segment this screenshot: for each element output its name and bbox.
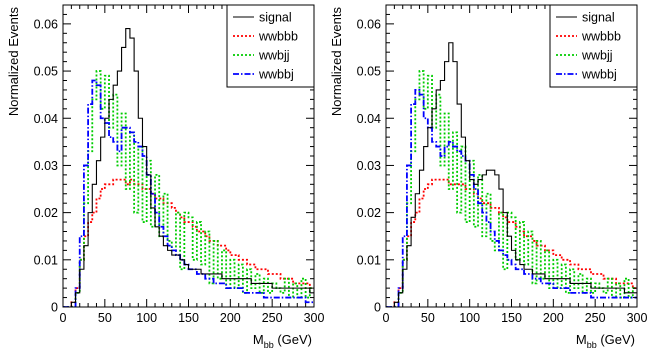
series-line-signal bbox=[386, 42, 637, 307]
legend-label-signal: signal bbox=[582, 11, 615, 25]
x-tick-label: 50 bbox=[421, 311, 435, 325]
chart-panel-1: 0 50 100 150 200 250 300 0 0.01 0.02 0.03 0.04 0.05 0… bbox=[6, 4, 325, 350]
y-tick-label: 0.03 bbox=[34, 159, 58, 173]
series-line-wwbbj bbox=[386, 89, 637, 307]
x-tick-label: 200 bbox=[220, 311, 241, 325]
x-tick-label: 0 bbox=[60, 311, 67, 325]
legend-label-wwbbb: wwbbb bbox=[258, 30, 298, 44]
y-tick-label: 0.02 bbox=[34, 206, 58, 220]
y-tick-label: 0.03 bbox=[357, 159, 381, 173]
series-line-wwbbb bbox=[386, 178, 637, 307]
x-tick-label: 150 bbox=[178, 311, 199, 325]
series-group bbox=[63, 28, 314, 307]
y-tick-label: 0.04 bbox=[357, 112, 381, 126]
y-tick-label: 0.06 bbox=[34, 17, 58, 31]
legend: signal wwbbb wwbjj wwbbj bbox=[549, 4, 638, 88]
series-line-signal bbox=[63, 28, 314, 307]
series-group bbox=[386, 42, 637, 307]
x-tick-label: 50 bbox=[98, 311, 112, 325]
x-axis-label: Mbb (GeV) bbox=[576, 332, 635, 350]
legend-label-wwbbb: wwbbb bbox=[581, 30, 621, 44]
x-tick-label: 100 bbox=[459, 311, 480, 325]
x-tick-label: 0 bbox=[383, 311, 390, 325]
y-tick-label: 0.01 bbox=[34, 253, 58, 267]
y-tick-label: 0.02 bbox=[357, 206, 381, 220]
x-tick-label: 250 bbox=[585, 311, 606, 325]
y-axis-label: Normalized Events bbox=[329, 7, 344, 117]
chart-panel-2: 0 50 100 150 200 250 300 0 0.01 0.02 0.03 0.04 0.05 0… bbox=[329, 4, 648, 350]
y-axis-label: Normalized Events bbox=[6, 7, 21, 117]
x-tick-label: 200 bbox=[543, 311, 564, 325]
x-tick-label: 300 bbox=[304, 311, 325, 325]
legend-label-wwbjj: wwbjj bbox=[581, 49, 613, 63]
x-tick-label: 250 bbox=[262, 311, 283, 325]
y-tick-label: 0.05 bbox=[34, 65, 58, 79]
y-tick-label: 0.01 bbox=[357, 253, 381, 267]
legend-label-wwbbj: wwbbj bbox=[258, 68, 294, 82]
y-tick-label: 0.05 bbox=[357, 65, 381, 79]
x-tick-label: 150 bbox=[501, 311, 522, 325]
y-tick-label: 0.04 bbox=[34, 112, 58, 126]
y-tick-label: 0 bbox=[374, 301, 381, 315]
x-axis-label: Mbb (GeV) bbox=[253, 332, 312, 350]
y-tick-label: 0 bbox=[51, 301, 58, 315]
x-tick-label: 100 bbox=[136, 311, 157, 325]
x-tick-label: 300 bbox=[627, 311, 648, 325]
legend-label-wwbbj: wwbbj bbox=[581, 68, 617, 82]
legend: signal wwbbb wwbjj wwbbj bbox=[226, 4, 315, 88]
legend-label-signal: signal bbox=[259, 11, 292, 25]
y-tick-label: 0.06 bbox=[357, 17, 381, 31]
legend-label-wwbjj: wwbjj bbox=[258, 49, 290, 63]
